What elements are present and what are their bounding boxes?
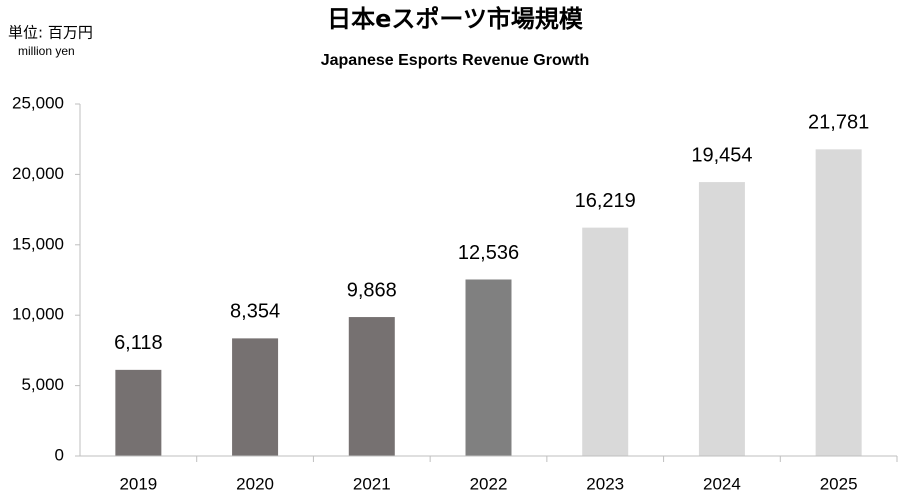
- y-tick-label: 20,000: [12, 164, 64, 183]
- data-label: 8,354: [230, 301, 280, 323]
- unit-label: 単位: 百万円: [8, 24, 93, 42]
- y-tick-label: 10,000: [12, 305, 64, 324]
- bar: [582, 227, 629, 456]
- x-tick-label: 2021: [353, 474, 391, 493]
- unit-label-en: million yen: [18, 44, 75, 58]
- x-tick-label: 2022: [470, 474, 508, 493]
- data-label: 19,454: [691, 144, 752, 166]
- x-tick-label: 2020: [236, 474, 274, 493]
- data-label: 6,118: [114, 332, 163, 354]
- y-tick-label: 5,000: [21, 375, 64, 394]
- x-tick-label: 2025: [820, 474, 858, 493]
- x-tick-label: 2019: [119, 474, 157, 493]
- y-tick-label: 15,000: [12, 234, 64, 253]
- data-label: 12,536: [458, 242, 519, 264]
- y-tick-label: 25,000: [12, 93, 64, 112]
- x-tick-label: 2024: [703, 474, 741, 493]
- x-tick-label: 2023: [586, 474, 624, 493]
- data-label: 16,219: [575, 190, 636, 212]
- bar: [115, 369, 162, 456]
- bar: [815, 149, 862, 456]
- bar: [232, 338, 279, 456]
- bar: [465, 279, 512, 456]
- data-label: 21,781: [808, 112, 869, 134]
- data-label: 9,868: [347, 279, 397, 301]
- bar: [348, 317, 395, 456]
- bar: [698, 182, 745, 456]
- y-tick-label: 0: [55, 445, 64, 464]
- chart-subtitle: Japanese Esports Revenue Growth: [321, 52, 590, 69]
- chart-title: 日本eスポーツ市場規模: [327, 5, 584, 33]
